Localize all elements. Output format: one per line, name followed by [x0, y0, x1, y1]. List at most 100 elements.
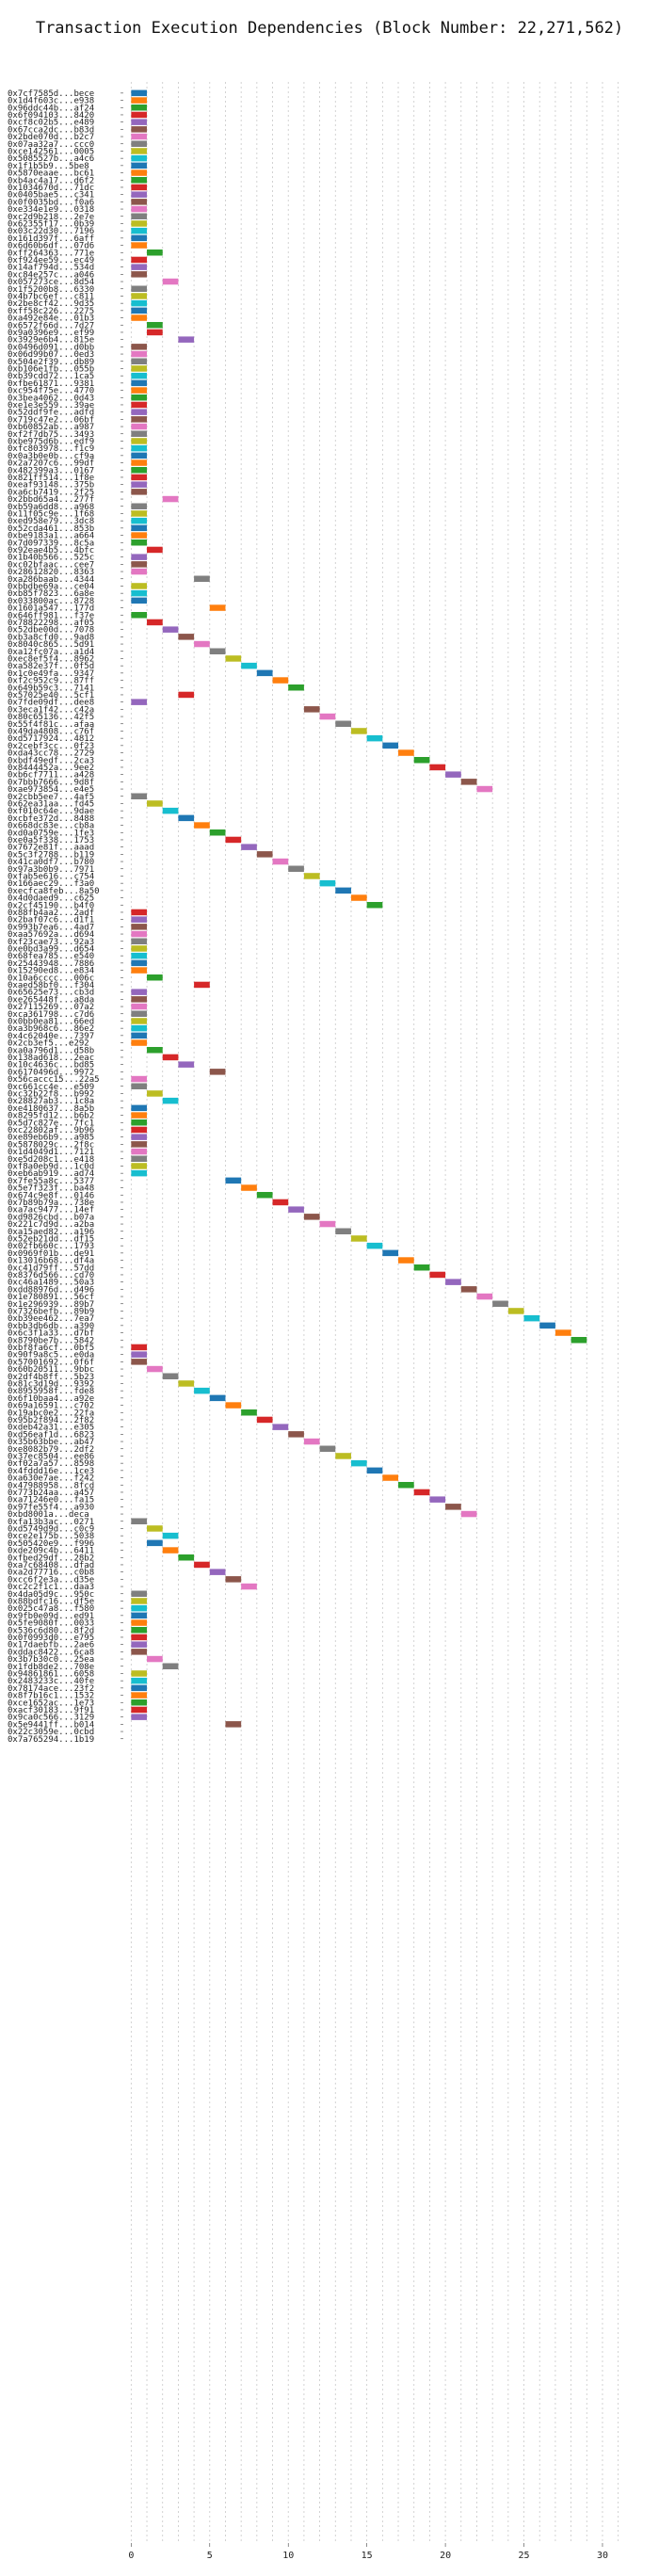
bar — [131, 89, 148, 97]
bar — [382, 742, 399, 749]
bar — [256, 851, 273, 858]
bar-layer — [131, 89, 587, 1728]
bar — [241, 1583, 257, 1590]
y-tick-label: 0xf924ee59...ec49 — [8, 256, 94, 266]
bar — [178, 1061, 195, 1068]
y-tick-label: 0x5878029c...2f8c — [8, 1140, 94, 1150]
bar — [131, 1119, 148, 1126]
bar — [225, 1402, 242, 1409]
y-tick-label: 0xf23cae73...92a3 — [8, 938, 94, 947]
x-tick-label: 0 — [128, 2551, 134, 2561]
bar — [131, 162, 148, 169]
y-tick-label: 0x7fde09df...dee8 — [8, 699, 94, 708]
y-tick-label: 0x5fe9080f...0033 — [8, 1619, 94, 1629]
y-tick-label: 0x1e780891...56cf — [8, 1293, 94, 1302]
y-tick-label: 0xa0a796d1...d58b — [8, 1046, 94, 1055]
y-tick-label: 0x03c22d30...7196 — [8, 227, 94, 236]
bar — [319, 1445, 336, 1452]
bar — [131, 1359, 148, 1365]
y-tick-label: 0xfbe61871...9381 — [8, 379, 94, 389]
bar — [398, 749, 414, 756]
y-tick-label: 0xa6cb7419...2f25 — [8, 488, 94, 497]
bar — [131, 133, 148, 140]
bar — [476, 1293, 493, 1300]
y-tick-label: 0x2cf45190...b4f0 — [8, 901, 94, 910]
bar — [131, 234, 148, 242]
y-tick-label: 0xc41d79ff...57dd — [8, 1264, 94, 1273]
y-tick-label: 0x35b63bbe...ab47 — [8, 1438, 94, 1447]
y-tick-label: 0xc2d9b218...2e7e — [8, 213, 94, 222]
y-tick-label: 0x0f0993d0...e795 — [8, 1634, 94, 1643]
y-tick-label: 0x96ddc44b...af24 — [8, 104, 94, 113]
y-tick-label: 0x88fb4aa2...2adf — [8, 909, 94, 918]
bar — [366, 1467, 383, 1474]
y-tick-label: 0x78174ace...23f2 — [8, 1684, 94, 1694]
bar — [131, 561, 148, 568]
bar — [382, 1249, 399, 1257]
bar — [131, 299, 148, 307]
y-tick-label: 0x773b24aa...a457 — [8, 1489, 94, 1498]
y-tick-label: 0x56caccc15...22a5 — [8, 1075, 100, 1085]
y-tick-label: 0xec8ef5f4...8962 — [8, 654, 94, 664]
y-tick-label: 0xe4180637...8a5b — [8, 1104, 94, 1114]
bar — [147, 1655, 163, 1663]
y-tick-label: 0xbdf49edf...2ca3 — [8, 756, 94, 765]
bar — [194, 1561, 210, 1569]
y-tick-label: 0xacf30183...9f91 — [8, 1706, 94, 1715]
bar — [194, 575, 210, 582]
y-tick-label: 0x9ca0c566...3129 — [8, 1714, 94, 1723]
y-tick-label: 0xa12fc07a...a1d4 — [8, 648, 94, 657]
y-tick-label: 0xdd88976d...d496 — [8, 1285, 94, 1295]
y-tick-label: 0xa3b968c6...86e2 — [8, 1024, 94, 1034]
y-tick-label: 0x0969f01b...de91 — [8, 1249, 94, 1259]
y-tick-label: 0x5d7c827e...7fc1 — [8, 1119, 94, 1128]
bar — [131, 227, 148, 234]
y-tick-label: 0xf8a0eb9d...1c0d — [8, 1162, 94, 1171]
bar — [131, 358, 148, 364]
y-tick-label: 0x2cb3ef5...e292 — [8, 1039, 89, 1049]
y-tick-label: 0xda43cc78...2729 — [8, 749, 94, 759]
y-tick-label: 0x3929e6b4...815e — [8, 336, 94, 346]
bar — [350, 1235, 367, 1242]
y-tick-label: 0x55f4f81c...afaa — [8, 720, 94, 730]
bar — [131, 467, 148, 474]
x-tick-label: 5 — [207, 2551, 213, 2561]
bar — [303, 1438, 320, 1445]
y-tick-label: 0xc954f75e...4770 — [8, 387, 94, 396]
y-tick-label: 0x2cbb5ee7...4af5 — [8, 793, 94, 802]
y-tick-label: 0xb6cf7711...a428 — [8, 771, 94, 781]
y-tick-label: 0xeb6ab919...ad74 — [8, 1169, 94, 1179]
bar — [209, 829, 226, 836]
bar — [131, 271, 148, 278]
y-tick-label: 0x2be8cf42...9d35 — [8, 299, 94, 309]
bar — [571, 1337, 587, 1344]
y-tick-label: 0x025c47a8...f580 — [8, 1604, 94, 1614]
bar — [131, 597, 148, 604]
bar — [303, 1214, 320, 1220]
bar — [523, 1314, 540, 1322]
y-tick-label: 0x25443948...7886 — [8, 959, 94, 969]
bar — [131, 220, 148, 227]
y-tick-label: 0x06d99b07...0ed3 — [8, 350, 94, 360]
bar — [241, 662, 257, 669]
bar — [131, 1134, 148, 1140]
bar — [131, 503, 148, 509]
y-tick-label: 0x0f0035bd...f0a6 — [8, 198, 94, 207]
y-tick-label: 0x52dbe00d...7078 — [8, 626, 94, 636]
bar — [131, 256, 148, 264]
y-tick-label: 0x41ca0df7...b780 — [8, 858, 94, 867]
bar — [131, 416, 148, 423]
y-tick-label: 0x8790be7b...5842 — [8, 1336, 94, 1345]
y-tick-label: 0x69a16591...c702 — [8, 1402, 94, 1411]
x-tick-labels: 0 5 10 15 20 25 30 — [128, 2543, 608, 2561]
bar — [162, 1097, 179, 1104]
bar — [131, 1641, 148, 1648]
y-tick-label: 0x166aec29...f3a0 — [8, 879, 94, 889]
bar — [194, 640, 210, 648]
y-tick-label: 0xce142561...0005 — [8, 147, 94, 156]
bar — [288, 1206, 304, 1213]
y-tick-label: 0x482399a3...0167 — [8, 466, 94, 475]
bar — [131, 1706, 148, 1714]
bar — [147, 1090, 163, 1097]
bar — [256, 669, 273, 677]
